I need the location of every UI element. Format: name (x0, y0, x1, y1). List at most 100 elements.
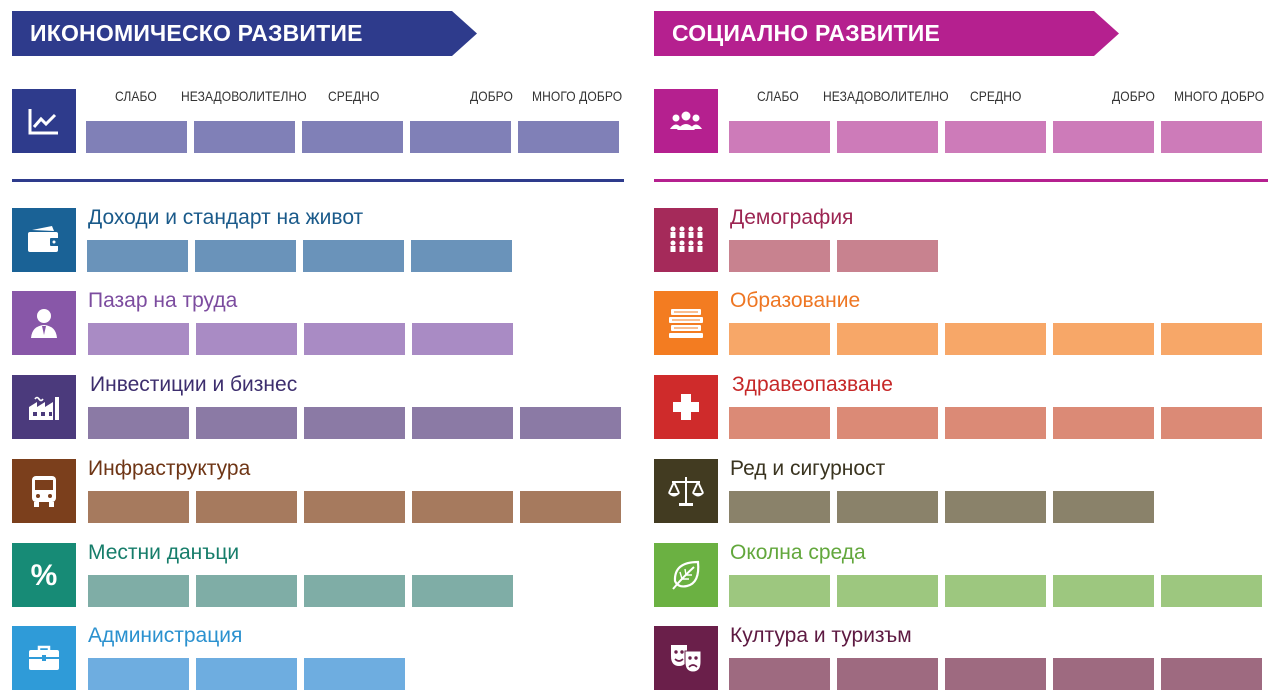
svg-text:%: % (31, 559, 58, 591)
scale-bar-3 (945, 121, 1046, 153)
score-bar (411, 240, 512, 272)
indicator-label: Здравеопазване (732, 373, 893, 396)
worker-icon (12, 291, 76, 355)
score-bar (304, 323, 405, 355)
score-bar (1053, 323, 1154, 355)
score-bar (88, 323, 189, 355)
scale-bar-2 (837, 121, 938, 153)
score-bar (88, 407, 189, 439)
score-bar (304, 658, 405, 690)
indicator-label: Местни данъци (88, 541, 240, 564)
score-bar (1053, 658, 1154, 690)
bus-icon (12, 459, 76, 523)
scale-bar-1 (729, 121, 830, 153)
score-bar (729, 491, 830, 523)
scale-bar-4 (410, 121, 511, 153)
scale-label-4: ДОБРО (1112, 88, 1155, 104)
scale-bar-4 (1053, 121, 1154, 153)
indicator-label: Инвестиции и бизнес (90, 373, 298, 396)
scale-label-4: ДОБРО (470, 88, 513, 104)
social-title: СОЦИАЛНО РАЗВИТИЕ (654, 11, 1119, 56)
score-bar (729, 323, 830, 355)
economic-divider (12, 179, 624, 182)
social-divider (654, 179, 1268, 182)
factory-icon (12, 375, 76, 439)
wallet-icon (12, 208, 76, 272)
score-bar (837, 491, 938, 523)
percent-icon: % (12, 543, 76, 607)
indicator-label: Култура и туризъм (730, 624, 912, 647)
theater-masks-icon (654, 626, 718, 690)
scale-bar-3 (302, 121, 403, 153)
scales-icon (654, 459, 718, 523)
score-bar (304, 575, 405, 607)
score-bar (945, 491, 1046, 523)
score-bar (945, 407, 1046, 439)
leaf-icon (654, 543, 718, 607)
score-bar (88, 491, 189, 523)
score-bar (88, 575, 189, 607)
books-icon (654, 291, 718, 355)
score-bar (729, 240, 830, 272)
score-bar (1053, 491, 1154, 523)
scale-label-1: СЛАБО (115, 88, 157, 104)
score-bar (412, 491, 513, 523)
indicator-label: Ред и сигурност (730, 457, 886, 480)
indicator-label: Околна среда (730, 541, 866, 564)
score-bar (837, 323, 938, 355)
scale-label-5: МНОГО ДОБРО (1174, 88, 1265, 104)
score-bar (196, 658, 297, 690)
scale-label-3: СРЕДНО (328, 88, 380, 104)
score-bar (729, 575, 830, 607)
score-bar (196, 407, 297, 439)
score-bar (520, 491, 621, 523)
score-bar (837, 407, 938, 439)
score-bar (412, 323, 513, 355)
scale-label-3: СРЕДНО (970, 88, 1022, 104)
score-bar (88, 658, 189, 690)
scale-bar-5 (1161, 121, 1262, 153)
score-bar (837, 658, 938, 690)
scale-bar-1 (86, 121, 187, 153)
score-bar (945, 323, 1046, 355)
medical-cross-icon (654, 375, 718, 439)
scale-label-2: НЕЗАДОВОЛИТЕЛНО (823, 88, 949, 104)
score-bar (196, 491, 297, 523)
scale-label-2: НЕЗАДОВОЛИТЕЛНО (181, 88, 307, 104)
score-bar (729, 407, 830, 439)
score-bar (1161, 658, 1262, 690)
score-bar (304, 491, 405, 523)
score-bar (1053, 407, 1154, 439)
score-bar (303, 240, 404, 272)
score-bar (412, 407, 513, 439)
score-bar (945, 575, 1046, 607)
score-bar (1053, 575, 1154, 607)
scale-bar-5 (518, 121, 619, 153)
score-bar (1161, 323, 1262, 355)
indicator-label: Администрация (88, 624, 243, 647)
people-icon (654, 89, 718, 153)
score-bar (196, 575, 297, 607)
economic-title: ИКОНОМИЧЕСКО РАЗВИТИЕ (12, 11, 477, 56)
population-icon (654, 208, 718, 272)
score-bar (945, 658, 1046, 690)
score-bar (196, 323, 297, 355)
line-chart-icon (12, 89, 76, 153)
score-bar (412, 575, 513, 607)
score-bar (837, 575, 938, 607)
score-bar (729, 658, 830, 690)
score-bar (1161, 407, 1262, 439)
scale-label-5: МНОГО ДОБРО (532, 88, 623, 104)
indicator-label: Инфраструктура (88, 457, 251, 480)
score-bar (195, 240, 296, 272)
indicator-label: Демография (730, 206, 854, 229)
score-bar (520, 407, 621, 439)
score-bar (87, 240, 188, 272)
score-bar (837, 240, 938, 272)
score-bar (304, 407, 405, 439)
scale-label-1: СЛАБО (757, 88, 799, 104)
indicator-label: Доходи и стандарт на живот (88, 206, 364, 229)
briefcase-icon (12, 626, 76, 690)
scale-bar-2 (194, 121, 295, 153)
indicator-label: Пазар на труда (88, 289, 238, 312)
